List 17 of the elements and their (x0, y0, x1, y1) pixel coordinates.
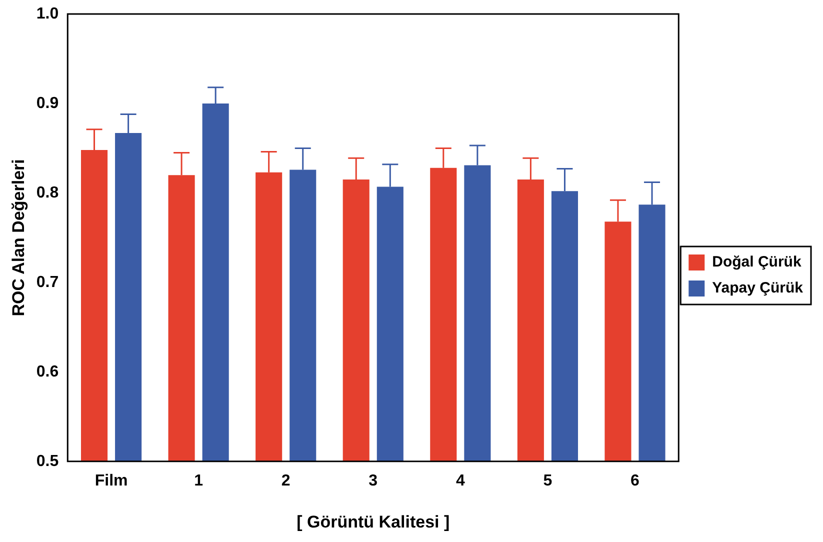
y-tick-label: 0.5 (36, 452, 59, 470)
x-tick-label: 5 (543, 472, 552, 490)
y-tick-label: 1.0 (36, 5, 59, 22)
legend-label: Doğal Çürük (712, 254, 802, 271)
y-tick-label: 0.9 (36, 94, 59, 112)
x-tick-label: Film (94, 472, 128, 490)
y-tick-label: 0.6 (36, 363, 59, 380)
legend-label: Yapay Çürük (712, 280, 804, 297)
x-axis-title: [ Görüntü Kalitesi ] (296, 512, 450, 532)
x-tick-label: 1 (194, 472, 204, 490)
x-tick-label: 4 (456, 472, 465, 490)
x-tick-label: 6 (630, 472, 640, 490)
y-axis-title: ROC Alan Değerleri (8, 159, 28, 316)
x-tick-label: 2 (281, 472, 290, 490)
y-tick-label: 0.7 (36, 274, 59, 291)
y-tick-label: 0.8 (36, 184, 59, 202)
x-tick-label: 3 (368, 472, 378, 490)
